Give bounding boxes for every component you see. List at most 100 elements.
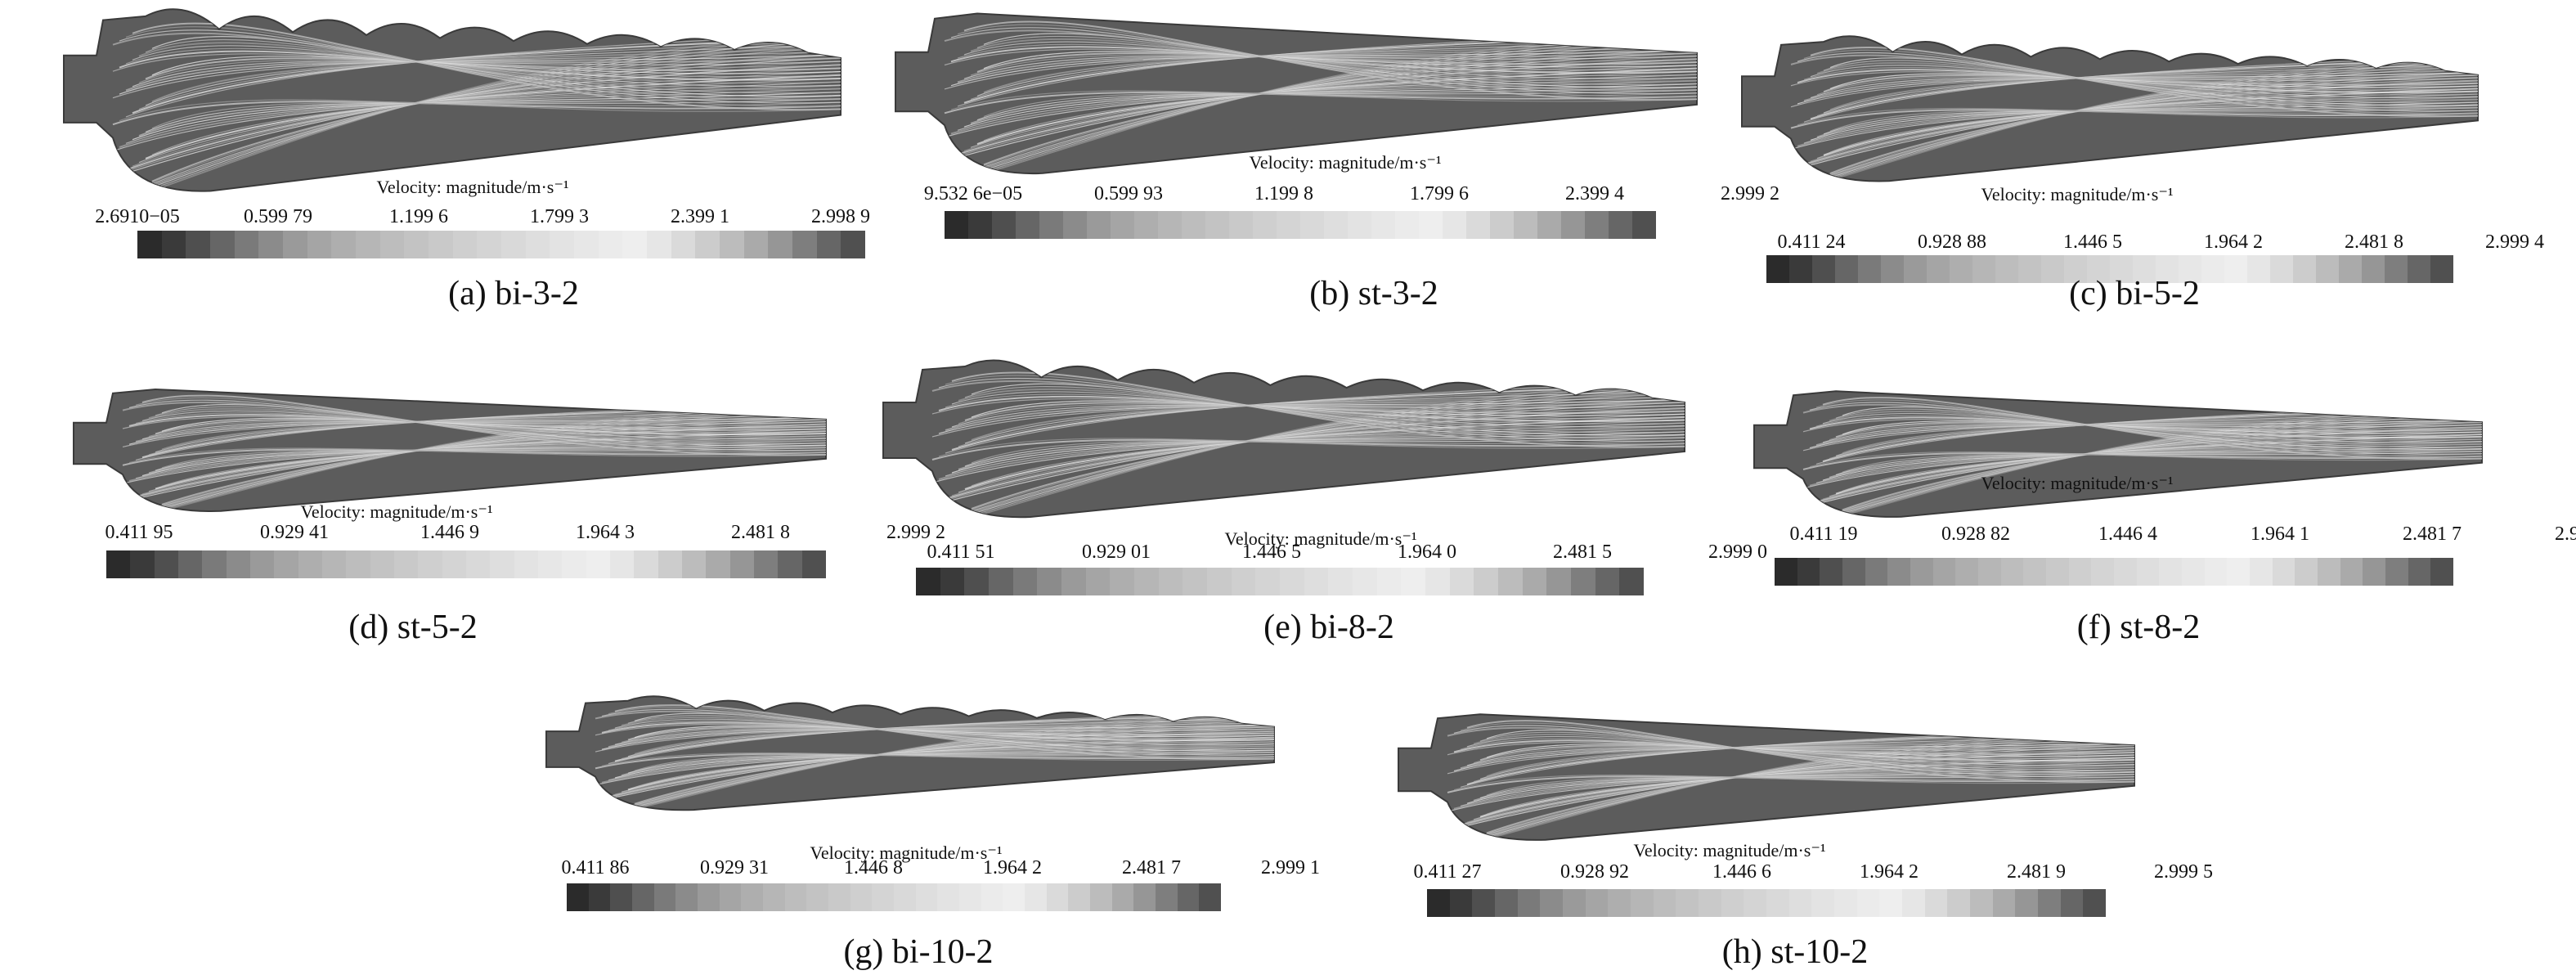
colorbar-segment: [632, 883, 654, 911]
colorbar-segment: [177, 550, 203, 578]
colorbar-segment: [2060, 889, 2084, 917]
colorbar-tick-label: 0.928 82: [1941, 523, 2010, 545]
colorbar-segment: [706, 550, 730, 578]
colorbar-segment: [634, 550, 658, 578]
colorbar-segment: [2340, 558, 2363, 586]
colorbar-segment: [1856, 889, 1880, 917]
colorbar-tick-label: 0.929 01: [1082, 541, 1151, 563]
colorbar-segment: [1025, 883, 1047, 911]
colorbar-segment: [106, 550, 131, 578]
colorbar-segment: [768, 231, 793, 258]
colorbar-segment: [1401, 568, 1426, 595]
colorbar-segment: [1788, 889, 1812, 917]
legend-title: Velocity: magnitude/m·s⁻¹: [1224, 528, 1417, 549]
colorbar-tick-label: 2.481 5: [1553, 541, 1612, 563]
colorbar-segment: [379, 231, 405, 258]
colorbar-segment: [1087, 211, 1111, 239]
colorbar-tick-label: 0.599 93: [1094, 183, 1163, 204]
colorbar-tick-label: 2.999 5: [2154, 861, 2213, 883]
colorbar-segment: [763, 883, 785, 911]
colorbar-segment: [1537, 211, 1561, 239]
colorbar-segment: [442, 550, 466, 578]
colorbar-tick-label: 1.964 2: [983, 857, 1042, 878]
colorbar-segment: [2224, 255, 2247, 283]
streamlines: [122, 394, 826, 511]
colorbar-segment: [1016, 211, 1039, 239]
colorbar-segment: [2133, 255, 2156, 283]
colorbar-segment: [2408, 255, 2430, 283]
colorbar-segment: [828, 883, 850, 911]
colorbar-segment: [1443, 211, 1466, 239]
colorbar-tick-label: 0.411 95: [105, 522, 173, 543]
colorbar-segment: [298, 550, 322, 578]
colorbar-segment: [130, 550, 155, 578]
colorbar-tick-label: 1.199 8: [1254, 183, 1313, 204]
colorbar-segment: [964, 568, 990, 595]
streamlines: [931, 371, 1685, 518]
colorbar-segment: [550, 231, 575, 258]
colorbar-segment: [1775, 558, 1797, 586]
colorbar-segment: [1255, 568, 1281, 595]
colorbar-segment: [2362, 255, 2385, 283]
colorbar-segment: [940, 568, 965, 595]
colorbar-segment: [356, 231, 380, 258]
colorbar-segment: [1970, 889, 1993, 917]
colorbar-segment: [249, 550, 275, 578]
colorbar-segment: [2201, 255, 2224, 283]
colorbar-segment: [202, 550, 227, 578]
colorbar-segment: [2430, 255, 2453, 283]
colorbar-segment: [2385, 558, 2408, 586]
colorbar-segment: [671, 231, 696, 258]
colorbar-segment: [490, 550, 514, 578]
colorbar-segment: [2247, 255, 2270, 283]
colorbar-segment: [2159, 558, 2183, 586]
panel-caption: (h) st-10-2: [1721, 933, 1869, 971]
blade-streamline-surface: [545, 695, 1275, 811]
colorbar-segment: [1304, 568, 1329, 595]
streamlines: [595, 704, 1274, 811]
colorbar-segment: [816, 231, 841, 258]
colorbar-tick-label: 1.446 4: [2098, 523, 2157, 545]
colorbar-segment: [525, 231, 550, 258]
colorbar-segment: [2064, 255, 2087, 283]
colorbar-tick-label: 2.481 8: [731, 522, 790, 543]
colorbar-tick-label: 0.929 31: [700, 857, 769, 878]
colorbar-segment: [1183, 568, 1208, 595]
colorbar-segment: [154, 550, 178, 578]
colorbar-tick-label: 2.481 8: [2345, 231, 2403, 253]
colorbar-segment: [1134, 568, 1159, 595]
panel-caption: (b) st-3-2: [1309, 275, 1438, 312]
colorbar-segment: [1789, 255, 1812, 283]
colorbar-segment: [1585, 889, 1609, 917]
colorbar: [1766, 255, 2453, 283]
colorbar-tick-label: 0.929 41: [260, 522, 329, 543]
colorbar-tick-label: 1.446 5: [1242, 541, 1301, 563]
colorbar-segment: [1517, 889, 1541, 917]
legend-title: Velocity: magnitude/m·s⁻¹: [300, 501, 493, 522]
colorbar-segment: [2363, 558, 2386, 586]
colorbar-tick-label: 2.6910−05: [95, 206, 180, 227]
colorbar-segment: [1955, 558, 1979, 586]
colorbar-segment: [2318, 558, 2340, 586]
colorbar-segment: [657, 550, 682, 578]
colorbar-segment: [2110, 255, 2133, 283]
colorbar-segment: [1395, 211, 1419, 239]
colorbar-segment: [653, 883, 676, 911]
colorbar-segment: [2408, 558, 2431, 586]
colorbar-segment: [945, 211, 968, 239]
colorbar-segment: [1199, 883, 1222, 911]
colorbar-segment: [1766, 889, 1789, 917]
colorbar-segment: [2430, 558, 2454, 586]
colorbar-segment: [741, 883, 764, 911]
blade-streamline-surface: [1398, 713, 2135, 841]
colorbar-tick-label: 1.446 9: [420, 522, 479, 543]
colorbar-segment: [2000, 558, 2024, 586]
colorbar-segment: [2156, 255, 2179, 283]
colorbar-segment: [647, 231, 671, 258]
colorbar: [1427, 889, 2107, 917]
colorbar-segment: [1902, 889, 1925, 917]
colorbar-tick-label: 1.446 8: [844, 857, 903, 878]
colorbar-segment: [404, 231, 429, 258]
colorbar-segment: [307, 231, 332, 258]
colorbar-segment: [588, 883, 611, 911]
